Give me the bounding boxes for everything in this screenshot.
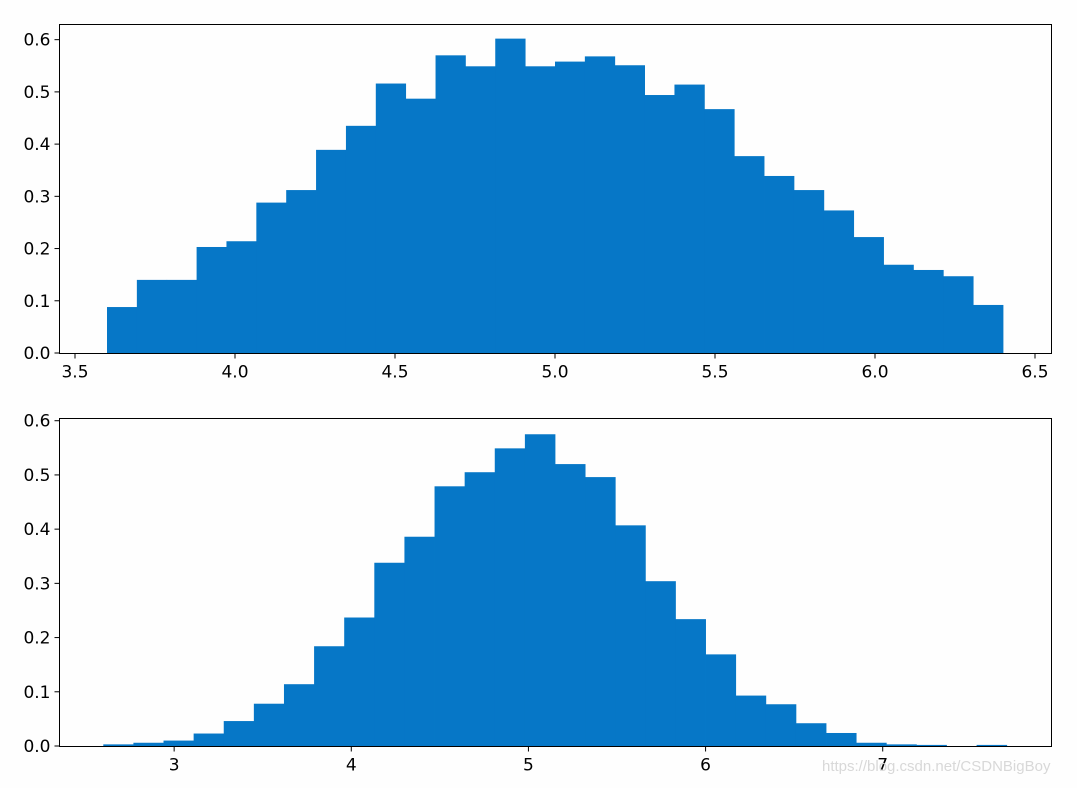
histogram-bar [584,56,616,353]
histogram-bar [764,175,795,353]
histogram-bar [345,125,377,353]
histogram-bar [823,210,855,353]
watermark-text: https://blog.csdn.net/CSDNBigBoy [822,758,1051,775]
x-tick-label: 5 [523,756,534,776]
y-tick-label: 0.5 [23,83,50,103]
histogram-bar [196,246,227,353]
histogram-bar [374,562,405,746]
histogram-bar [615,525,646,746]
histogram-bar [976,744,1008,746]
histogram-bar [853,237,884,353]
histogram-bar [344,617,375,746]
x-tick-label: 3 [169,756,180,776]
histogram-bar [314,646,345,746]
histogram-bar [913,269,944,353]
histogram-bar [404,536,435,746]
histogram-bar [644,95,675,354]
histogram-bar [916,744,947,746]
histogram-bar [883,264,914,353]
histogram-bar [735,695,767,746]
histogram-bar [704,109,735,353]
y-tick-label: 0.4 [23,520,50,540]
histogram-bar [826,732,857,746]
histogram-bar [256,202,287,353]
histogram-bar [765,704,797,746]
histogram-bar [674,84,705,354]
histogram-bar [464,472,496,746]
histogram-bar [943,276,974,353]
y-tick-label: 0.2 [23,240,50,260]
x-tick-label: 4.0 [221,363,248,383]
histogram-bar [675,619,706,746]
axes-frame [59,418,1052,747]
y-tick-label: 0.0 [23,344,50,364]
x-tick-label: 5.0 [541,363,568,383]
histogram-bar [793,190,825,353]
histogram-bar [375,83,407,354]
histogram-bar [253,703,285,746]
histogram-bar [283,684,315,746]
histogram-bar [465,66,496,354]
histogram-bar [494,448,526,746]
y-tick-label: 0.3 [23,574,50,594]
histogram-bar [286,190,317,353]
y-tick-label: 0.1 [23,683,50,703]
histogram-bar [555,61,586,353]
histogram-bar [316,149,347,353]
histogram-bar [734,156,765,353]
histogram-bar [226,241,257,353]
histogram-bar [166,279,197,353]
x-tick-label: 3.5 [61,363,88,383]
histogram-bar [163,740,195,746]
histogram-bar [645,581,676,746]
y-tick-label: 0.6 [23,31,50,51]
histogram-bar [856,742,887,746]
x-tick-label: 7 [877,756,888,776]
histogram-bar [705,654,737,746]
histogram-bar [103,744,134,746]
y-tick-label: 0.5 [23,466,50,486]
histogram-bar [973,304,1004,353]
histogram-bar [495,38,526,353]
top-histogram-axes: 3.5 4.0 4.5 5.0 5.5 6.0 6.5 0.0 0.1 0.2 0.3 0.4 0.5 0… [23,24,1052,383]
histogram-bar [434,486,466,746]
x-tick-label: 6.0 [861,363,888,383]
x-tick-label: 6.5 [1021,363,1048,383]
histogram-bar [136,279,168,353]
y-tick-label: 0.3 [23,187,50,207]
histogram-bar [405,98,436,353]
histogram-bar [193,733,225,746]
x-tick-label: 4.5 [381,363,408,383]
histogram-bar [133,742,164,746]
histogram-bar [524,434,556,746]
y-tick-label: 0.6 [23,412,50,432]
histogram-bar [795,723,827,746]
histogram-bar [585,477,616,746]
x-tick-label: 5.5 [701,363,728,383]
x-tick-label: 4 [346,756,357,776]
histogram-bar [223,721,255,746]
y-tick-label: 0.2 [23,629,50,649]
histogram-bar [107,307,138,353]
histogram-bar [435,55,466,353]
histogram-bar [525,66,556,354]
histogram-bar [555,464,586,746]
histogram-bar [614,65,645,353]
y-tick-label: 0.0 [23,737,50,757]
x-tick-label: 6 [700,756,711,776]
y-tick-label: 0.4 [23,135,50,155]
bottom-histogram-axes: 3 4 5 6 7 0.0 0.1 0.2 0.3 0.4 0.5 0.6 [23,412,1052,776]
y-tick-label: 0.1 [23,292,50,312]
histogram-bar [886,744,917,746]
